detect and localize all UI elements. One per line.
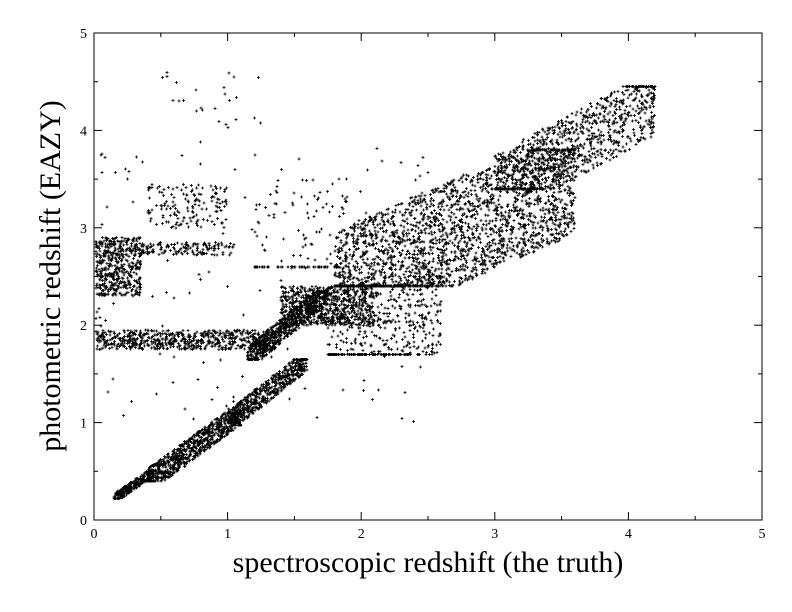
- data-point: [122, 486, 126, 489]
- data-point: [121, 493, 124, 497]
- data-point: [156, 473, 159, 477]
- data-point: [137, 484, 141, 487]
- data-point: [199, 438, 203, 442]
- data-point: [142, 474, 145, 477]
- data-point: [206, 439, 210, 442]
- data-point: [133, 484, 137, 487]
- data-point: [123, 488, 127, 492]
- data-point: [140, 479, 144, 483]
- data-point: [143, 471, 146, 475]
- data-point: [166, 468, 169, 472]
- data-point: [211, 427, 214, 430]
- data-point: [192, 457, 196, 461]
- data-point: [130, 485, 133, 489]
- data-point: [200, 447, 204, 451]
- data-point: [154, 475, 157, 479]
- data-point: [136, 477, 139, 480]
- data-point: [213, 433, 216, 437]
- data-point: [140, 473, 144, 477]
- data-point: [125, 484, 129, 487]
- data-point: [209, 438, 212, 441]
- data-point: [214, 439, 218, 443]
- data-point: [124, 486, 128, 490]
- data-point: [185, 460, 189, 464]
- data-point: [205, 429, 208, 433]
- data-point: [117, 494, 120, 497]
- data-point: [132, 481, 136, 484]
- data-point: [185, 442, 188, 445]
- data-point: [167, 475, 170, 479]
- data-point: [129, 483, 132, 486]
- data-point: [136, 480, 139, 484]
- data-point: [216, 423, 219, 426]
- data-point: [119, 488, 122, 492]
- data-point: [139, 477, 142, 481]
- data-point: [142, 475, 146, 479]
- data-point: [202, 438, 206, 441]
- data-point: [150, 469, 154, 473]
- data-point: [127, 487, 130, 490]
- data-point: [211, 437, 214, 441]
- data-point: [117, 497, 121, 500]
- data-point: [214, 431, 218, 435]
- data-point: [188, 437, 191, 441]
- data-point: [117, 490, 120, 494]
- data-point: [143, 480, 147, 484]
- data-point: [143, 478, 146, 482]
- data-point: [164, 465, 168, 469]
- data-point: [167, 452, 170, 456]
- data-point: [141, 477, 144, 480]
- data-point: [163, 455, 166, 458]
- data-point: [120, 496, 124, 500]
- data-point: [226, 433, 229, 436]
- data-point: [159, 479, 163, 483]
- data-point: [123, 495, 126, 498]
- data-point: [129, 489, 132, 492]
- data-point: [203, 439, 206, 443]
- data-point: [185, 448, 188, 452]
- data-point: [121, 490, 124, 494]
- data-point: [238, 418, 241, 421]
- data-point: [213, 418, 217, 421]
- data-point: [229, 426, 232, 430]
- data-point: [183, 464, 187, 468]
- data-point: [191, 435, 194, 439]
- data-point: [218, 419, 221, 422]
- data-point: [179, 462, 183, 466]
- data-point: [204, 448, 208, 451]
- data-point: [127, 491, 131, 494]
- data-point: [134, 479, 137, 482]
- data-point: [165, 459, 169, 463]
- data-point: [173, 448, 176, 451]
- data-point: [116, 492, 120, 496]
- data-point: [199, 439, 202, 442]
- data-point: [125, 493, 128, 497]
- data-point: [127, 491, 130, 495]
- data-point: [169, 467, 172, 470]
- data-point: [129, 487, 133, 491]
- data-point: [188, 458, 191, 462]
- data-points: [94, 71, 657, 500]
- data-point: [167, 455, 171, 458]
- data-point: [113, 497, 116, 500]
- data-point: [134, 482, 138, 485]
